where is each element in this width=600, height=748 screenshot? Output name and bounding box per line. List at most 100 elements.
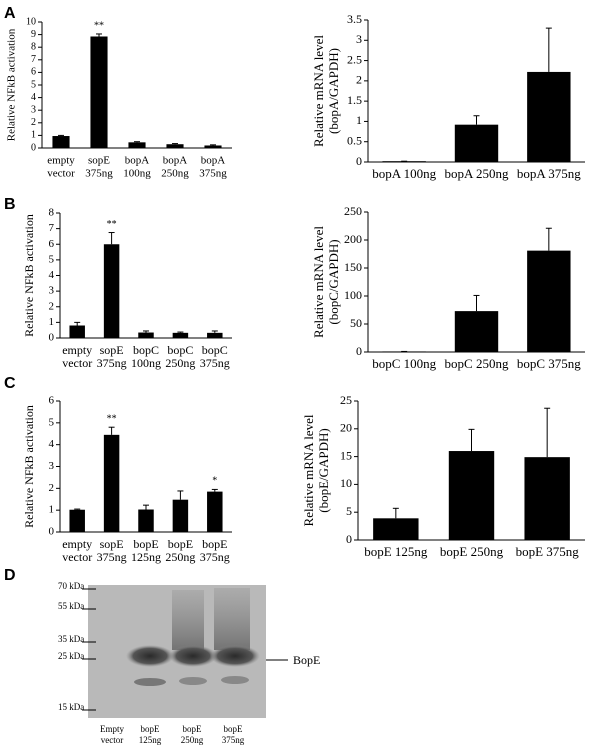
panel-label: B	[4, 196, 16, 213]
y-tick-label: 7	[31, 54, 36, 65]
y-tick-label: 250	[344, 204, 362, 218]
x-tick-label: bopE 125ng	[364, 544, 428, 559]
bar	[128, 142, 146, 148]
y-tick-label: 9	[31, 29, 36, 40]
x-tick-label: 250ng	[161, 168, 189, 180]
y-tick-label: 5	[346, 504, 352, 518]
marker-label: 55 kDa	[58, 601, 84, 611]
bar	[527, 71, 571, 162]
x-tick-label: 375ng	[85, 168, 113, 180]
y-axis-label: Relative NFkB activation	[6, 28, 18, 141]
bar	[527, 250, 571, 352]
x-tick-label: bopC	[202, 343, 228, 357]
y-tick-label: 50	[350, 316, 362, 330]
y-tick-label: 2	[356, 73, 362, 87]
y-tick-label: 1	[49, 504, 55, 516]
y-tick-label: 10	[340, 476, 352, 490]
x-tick-label: 375ng	[200, 356, 230, 370]
y-tick-label: 0	[356, 154, 362, 168]
x-tick-label: bopC	[133, 343, 159, 357]
x-tick-label: vector	[62, 550, 92, 564]
x-tick-label: 250ng	[165, 356, 195, 370]
y-tick-label: 8	[31, 41, 36, 52]
blot-band	[179, 677, 207, 685]
y-axis-label: (bopE/GAPDH)	[316, 428, 331, 513]
significance-label: **	[107, 413, 117, 424]
x-tick-label: empty	[62, 343, 92, 357]
y-tick-label: 2	[49, 482, 55, 494]
lane-label: bopE	[141, 724, 161, 734]
marker-label: 70 kDa	[58, 581, 84, 591]
x-tick-label: bopC 100ng	[372, 356, 436, 371]
x-tick-label: sopE	[88, 155, 110, 167]
y-tick-label: 6	[31, 67, 36, 78]
y-tick-label: 3	[31, 104, 36, 115]
x-tick-label: sopE	[100, 537, 124, 551]
bar	[524, 457, 570, 540]
bar	[138, 509, 154, 532]
marker-label: 35 kDa	[58, 634, 84, 644]
y-tick-label: 5	[49, 416, 55, 428]
bar	[138, 332, 154, 338]
lane-label: 375ng	[222, 735, 245, 745]
western-blot: BopE	[88, 585, 320, 718]
bar	[103, 244, 120, 338]
y-axis-label: Relative NFkB activation	[22, 214, 36, 337]
y-tick-label: 4	[49, 269, 55, 281]
lane-label: bopE	[224, 724, 244, 734]
y-tick-label: 3	[49, 285, 55, 297]
y-tick-label: 2	[31, 117, 36, 128]
y-tick-label: 3	[49, 460, 55, 472]
x-tick-label: bopA 250ng	[445, 166, 509, 181]
x-tick-label: 375ng	[200, 550, 230, 564]
bar	[103, 434, 120, 532]
significance-label: *	[212, 476, 217, 487]
lane-label: 250ng	[181, 735, 204, 745]
y-tick-label: 2.5	[347, 52, 362, 66]
x-tick-label: bopE 375ng	[516, 544, 580, 559]
y-axis-label: Relative mRNA level	[311, 226, 326, 338]
y-tick-label: 8	[49, 207, 55, 219]
bar	[448, 451, 495, 540]
blot-band	[169, 645, 217, 667]
x-tick-label: 375ng	[97, 550, 127, 564]
y-tick-label: 3	[356, 32, 362, 46]
x-tick-label: 125ng	[131, 550, 161, 564]
blot-band	[221, 676, 249, 684]
x-tick-label: sopE	[100, 343, 124, 357]
panel-label: D	[4, 567, 16, 584]
y-axis-label: Relative NFkB activation	[22, 405, 36, 528]
bar	[204, 145, 222, 148]
x-tick-label: empty	[62, 537, 92, 551]
bar	[172, 499, 189, 532]
x-tick-label: 250ng	[165, 550, 195, 564]
x-tick-label: bopE	[168, 537, 193, 551]
x-tick-label: empty	[47, 155, 75, 167]
bar	[90, 36, 108, 148]
x-tick-label: bopA	[163, 155, 188, 167]
y-tick-label: 10	[26, 16, 36, 27]
y-tick-label: 0	[356, 344, 362, 358]
y-tick-label: 0.5	[347, 133, 362, 147]
blot-band	[134, 678, 166, 686]
bar	[207, 332, 223, 338]
y-tick-label: 3.5	[347, 12, 362, 26]
blot-band	[126, 645, 174, 667]
lane-label: bopE	[183, 724, 203, 734]
x-tick-label: bopA	[201, 155, 226, 167]
y-tick-label: 1	[49, 316, 55, 328]
bar	[172, 332, 189, 338]
lane-label: vector	[101, 735, 124, 745]
y-tick-label: 5	[31, 79, 36, 90]
y-tick-label: 4	[49, 438, 55, 450]
x-tick-label: 375ng	[199, 168, 227, 180]
x-tick-label: bopE 250ng	[440, 544, 504, 559]
bar	[207, 491, 223, 532]
x-tick-label: bopA 100ng	[372, 166, 436, 181]
x-tick-label: bopA 375ng	[517, 166, 581, 181]
significance-label: **	[94, 20, 104, 31]
y-tick-label: 2	[49, 300, 55, 312]
x-tick-label: bopE	[133, 537, 158, 551]
bar	[69, 509, 85, 532]
